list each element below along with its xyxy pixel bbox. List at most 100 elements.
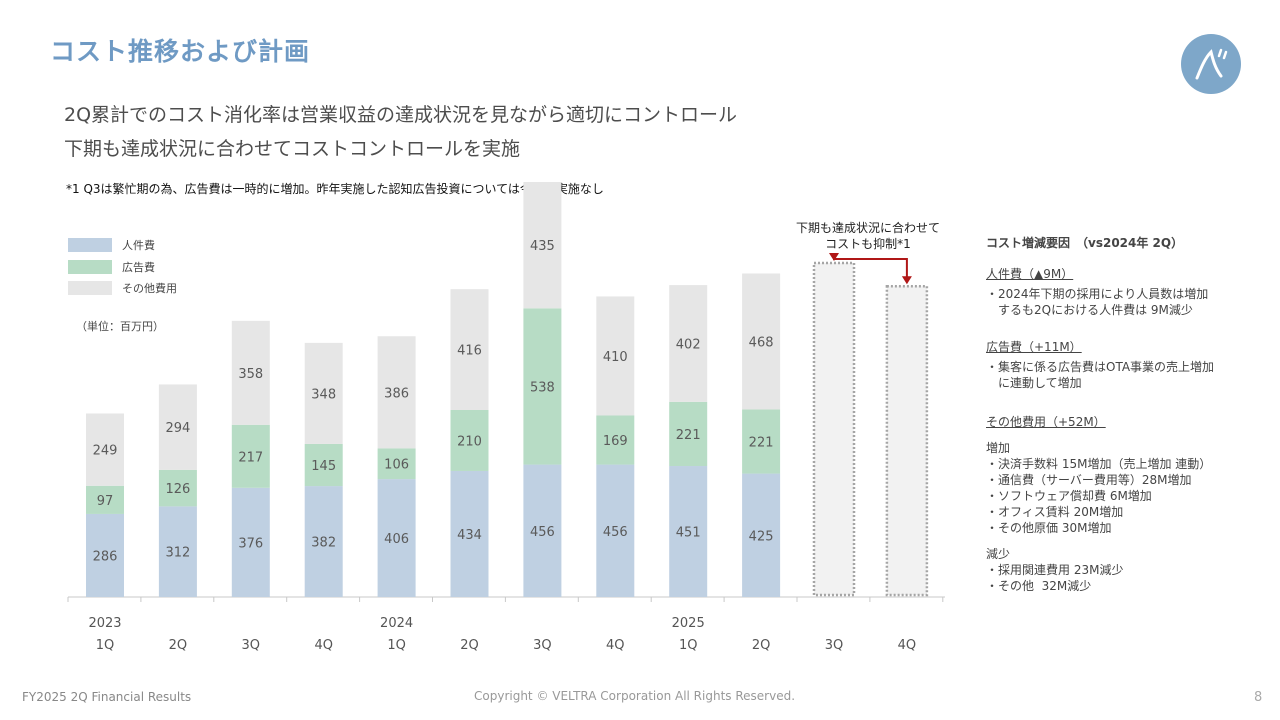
bar-personnel <box>231 487 270 597</box>
increase-line: ・ソフトウェア償却費 6M増加 <box>986 489 1152 503</box>
bar-label-personnel: 406 <box>384 532 409 547</box>
bar-other <box>669 285 708 402</box>
bar-personnel <box>377 479 416 597</box>
bar-advertising <box>86 485 124 514</box>
bar-other <box>450 289 489 410</box>
bar-advertising <box>742 409 781 474</box>
increase-line: ・通信費（サーバー費用等）28M増加 <box>986 473 1192 487</box>
bar-label-personnel: 434 <box>457 528 482 543</box>
bar-label-advertising: 145 <box>311 459 336 474</box>
legend-swatch-other <box>68 281 112 295</box>
bar-personnel <box>304 486 343 597</box>
x-tick-label: 4Q <box>898 638 917 653</box>
bar-advertising <box>669 401 708 467</box>
unit-label: （単位：百万円） <box>76 320 164 333</box>
bar-other <box>304 342 343 444</box>
x-tick-label: 2Q <box>169 638 188 653</box>
page-number: 8 <box>1254 690 1263 705</box>
x-tick-label: 3Q <box>533 638 552 653</box>
footnote: *1 Q3は繁忙期の為、広告費は一時的に増加。昨年実施した認知広告投資については… <box>66 182 604 196</box>
bar-plan <box>812 261 856 597</box>
x-tick-label: 3Q <box>242 638 261 653</box>
bar-label-personnel: 312 <box>165 546 190 561</box>
bar-advertising <box>377 448 416 480</box>
other-factor-title: その他費用（+52M） <box>986 415 1106 429</box>
increase-line: ・その他原価 30M増加 <box>986 521 1112 535</box>
x-tick-label: 2Q <box>752 638 771 653</box>
bar-label-advertising: 169 <box>603 434 628 449</box>
increase-line: ・決済手数料 15M増加（売上増加 連動） <box>986 457 1212 471</box>
personnel-factor-line: ・2024年下期の採用により人員数は増加 <box>986 287 1209 301</box>
year-label: 2023 <box>88 616 121 631</box>
cost-factors-header: コスト増減要因 （vs2024年 2Q） <box>986 236 1184 250</box>
bar-advertising <box>304 443 343 487</box>
bar-advertising <box>596 415 635 465</box>
legend-swatch-advertising <box>68 260 112 274</box>
bar-personnel <box>86 513 124 597</box>
bar-label-personnel: 456 <box>530 525 555 540</box>
bar-label-other: 416 <box>457 344 482 359</box>
bar-label-other: 249 <box>93 444 118 459</box>
bar-personnel <box>523 464 562 597</box>
advertising-factor-line: に連動して増加 <box>986 376 1082 390</box>
legend-swatch-personnel <box>68 238 112 252</box>
bar-other <box>377 336 416 449</box>
x-tick-label: 4Q <box>314 638 333 653</box>
bar-label-advertising: 97 <box>97 494 114 509</box>
x-tick-label: 4Q <box>606 638 625 653</box>
personnel-factor-line: するも2Qにおける人件費は 9M減少 <box>986 303 1193 317</box>
cost-chart: 286 97 249 312 126 294 376 217 358 382 145 348 406 10… <box>67 182 945 653</box>
bar-other <box>231 320 270 425</box>
bar-label-other: 402 <box>676 337 701 352</box>
bar-label-other: 386 <box>384 386 409 401</box>
x-tick-label: 2Q <box>460 638 479 653</box>
legend-label-other: その他費用 <box>122 282 177 295</box>
x-tick-label: 1Q <box>679 638 698 653</box>
bar-other <box>596 296 635 416</box>
increase-label: 増加 <box>986 441 1011 455</box>
logo-mark-icon <box>1195 48 1228 80</box>
callout-line-1: 下期も達成状況に合わせて <box>795 221 940 235</box>
bar-plan <box>885 285 929 597</box>
bar-label-advertising: 221 <box>676 428 701 443</box>
arrow-head-icon <box>901 276 912 285</box>
legend-label-personnel: 人件費 <box>122 239 155 252</box>
bar-label-advertising: 106 <box>384 458 409 473</box>
callout-text: 下期も達成状況に合わせて コストも抑制*1 <box>770 220 966 252</box>
bar-label-personnel: 456 <box>603 525 628 540</box>
bar-label-personnel: 451 <box>676 526 701 541</box>
bar-label-advertising: 126 <box>165 482 190 497</box>
bar-label-other: 410 <box>603 350 628 365</box>
bar-label-personnel: 286 <box>93 549 118 564</box>
bar-label-other: 435 <box>530 239 555 254</box>
x-tick-label: 1Q <box>387 638 406 653</box>
x-tick-label: 3Q <box>825 638 844 653</box>
x-tick-label: 1Q <box>96 638 115 653</box>
bar-label-other: 294 <box>165 421 190 436</box>
footer-copyright: Copyright © VELTRA Corporation All Right… <box>474 689 796 703</box>
bar-advertising <box>158 469 197 507</box>
bar-other <box>86 413 124 486</box>
bar-advertising <box>450 409 489 471</box>
advertising-factor-title: 広告費（+11M） <box>986 340 1082 354</box>
bar-label-personnel: 376 <box>238 536 263 551</box>
bar-advertising <box>231 424 270 488</box>
cost-factors-panel: コスト増減要因 （vs2024年 2Q） 人件費（▲9M） ・2024年下期の採… <box>986 234 1271 594</box>
bar-label-advertising: 221 <box>749 435 774 450</box>
year-label: 2024 <box>380 616 413 631</box>
personnel-factor-title: 人件費（▲9M） <box>986 267 1074 281</box>
page-title: コスト推移および計画 <box>50 37 311 66</box>
increase-line: ・オフィス賃料 20M増加 <box>986 505 1124 519</box>
bar-other <box>523 182 562 309</box>
bar-label-personnel: 382 <box>311 536 336 551</box>
arrow-head-icon <box>829 253 839 262</box>
year-label: 2025 <box>672 616 705 631</box>
bar-label-advertising: 538 <box>530 380 555 395</box>
bar-personnel <box>669 466 708 597</box>
bar-label-other: 348 <box>311 387 336 402</box>
callout-line-2: コストも抑制*1 <box>825 237 911 251</box>
company-logo <box>1181 34 1241 94</box>
bar-label-other: 358 <box>238 367 263 382</box>
lead-line-1: 2Q累計でのコスト消化率は営業収益の達成状況を見ながら適切にコントロール <box>64 104 738 126</box>
bar-personnel <box>596 464 635 597</box>
